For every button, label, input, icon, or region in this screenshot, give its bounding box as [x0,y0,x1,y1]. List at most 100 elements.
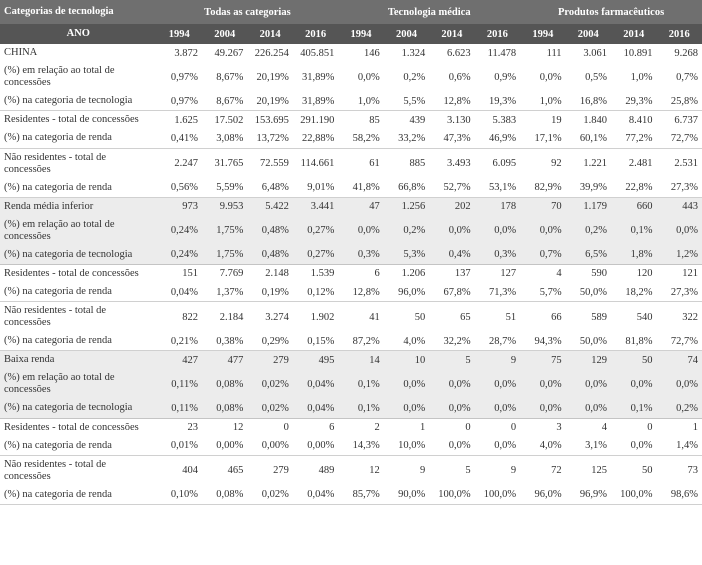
table-row: (%) na categoria de renda0,56%5,59%6,48%… [0,179,702,198]
cell-value: 4 [566,418,611,437]
header-year-label: ANO [0,24,157,44]
cell-value: 5,5% [384,92,429,111]
cell-value: 13,72% [247,129,292,148]
cell-value: 590 [566,264,611,283]
cell-value: 3.441 [293,197,338,216]
cell-value: 27,3% [656,179,702,198]
cell-value: 0,29% [247,332,292,351]
cell-value: 50,0% [566,332,611,351]
cell-value: 77,2% [611,129,656,148]
header-group-0: Todas as categorias [157,0,339,24]
cell-value: 96,9% [566,486,611,505]
cell-value: 5,7% [520,283,565,302]
table-row: (%) na categoria de renda0,41%3,08%13,72… [0,129,702,148]
row-label: Não residentes - total de concessões [0,302,157,333]
cell-value: 443 [656,197,702,216]
cell-value: 0,3% [475,246,520,265]
cell-value: 0,24% [157,246,202,265]
cell-value: 465 [202,455,247,486]
cell-value: 61 [338,148,383,179]
cell-value: 439 [384,111,429,130]
row-label: Não residentes - total de concessões [0,148,157,179]
cell-value: 0,0% [429,437,474,456]
cell-value: 0,02% [247,369,292,399]
cell-value: 100,0% [429,486,474,505]
cell-value: 0,08% [202,369,247,399]
cell-value: 71,3% [475,283,520,302]
header-year: 2004 [202,24,247,44]
cell-value: 49.267 [202,44,247,62]
cell-value: 0,2% [384,216,429,246]
cell-value: 53,1% [475,179,520,198]
cell-value: 151 [157,264,202,283]
cell-value: 405.851 [293,44,338,62]
cell-value: 0,48% [247,216,292,246]
cell-value: 1.625 [157,111,202,130]
cell-value: 0,24% [157,216,202,246]
cell-value: 12,8% [338,283,383,302]
cell-value: 322 [656,302,702,333]
cell-value: 82,9% [520,179,565,198]
cell-value: 33,2% [384,129,429,148]
cell-value: 0,08% [202,486,247,505]
cell-value: 19 [520,111,565,130]
cell-value: 427 [157,351,202,370]
cell-value: 7.769 [202,264,247,283]
table-row: Não residentes - total de concessões4044… [0,455,702,486]
cell-value: 85 [338,111,383,130]
cell-value: 19,3% [475,92,520,111]
cell-value: 121 [656,264,702,283]
cell-value: 4,0% [520,437,565,456]
cell-value: 0,0% [338,62,383,92]
cell-value: 1,0% [520,92,565,111]
row-label: Residentes - total de concessões [0,111,157,130]
table-row: (%) na categoria de tecnologia0,11%0,08%… [0,399,702,418]
cell-value: 0,9% [475,62,520,92]
cell-value: 6,48% [247,179,292,198]
cell-value: 10 [384,351,429,370]
cell-value: 31,89% [293,62,338,92]
row-label: Residentes - total de concessões [0,264,157,283]
cell-value: 0,0% [384,399,429,418]
cell-value: 50 [384,302,429,333]
cell-value: 404 [157,455,202,486]
cell-value: 12 [202,418,247,437]
cell-value: 0,0% [429,399,474,418]
cell-value: 3.493 [429,148,474,179]
cell-value: 72.559 [247,148,292,179]
cell-value: 660 [611,197,656,216]
header-year: 2004 [566,24,611,44]
cell-value: 2.247 [157,148,202,179]
cell-value: 0,04% [293,369,338,399]
cell-value: 1.324 [384,44,429,62]
cell-value: 11.478 [475,44,520,62]
cell-value: 0,48% [247,246,292,265]
table-row: Baixa renda427477279495141059751295074 [0,351,702,370]
cell-value: 0,56% [157,179,202,198]
cell-value: 0,00% [247,437,292,456]
cell-value: 5 [429,351,474,370]
cell-value: 87,2% [338,332,383,351]
cell-value: 0,02% [247,486,292,505]
row-label: Não residentes - total de concessões [0,455,157,486]
cell-value: 50 [611,351,656,370]
header-group-2: Produtos farmacêuticos [520,0,702,24]
cell-value: 178 [475,197,520,216]
cell-value: 0 [611,418,656,437]
cell-value: 28,7% [475,332,520,351]
cell-value: 5,3% [384,246,429,265]
cell-value: 51 [475,302,520,333]
cell-value: 0,2% [566,216,611,246]
cell-value: 4 [520,264,565,283]
cell-value: 23 [157,418,202,437]
cell-value: 0,0% [475,437,520,456]
row-label: (%) na categoria de renda [0,486,157,505]
cell-value: 0,0% [338,216,383,246]
header-year: 2014 [611,24,656,44]
cell-value: 0,0% [520,62,565,92]
table-row: CHINA3.87249.267226.254405.8511461.3246.… [0,44,702,62]
row-label: (%) na categoria de renda [0,332,157,351]
cell-value: 9 [384,455,429,486]
cell-value: 0,2% [384,62,429,92]
cell-value: 1 [656,418,702,437]
